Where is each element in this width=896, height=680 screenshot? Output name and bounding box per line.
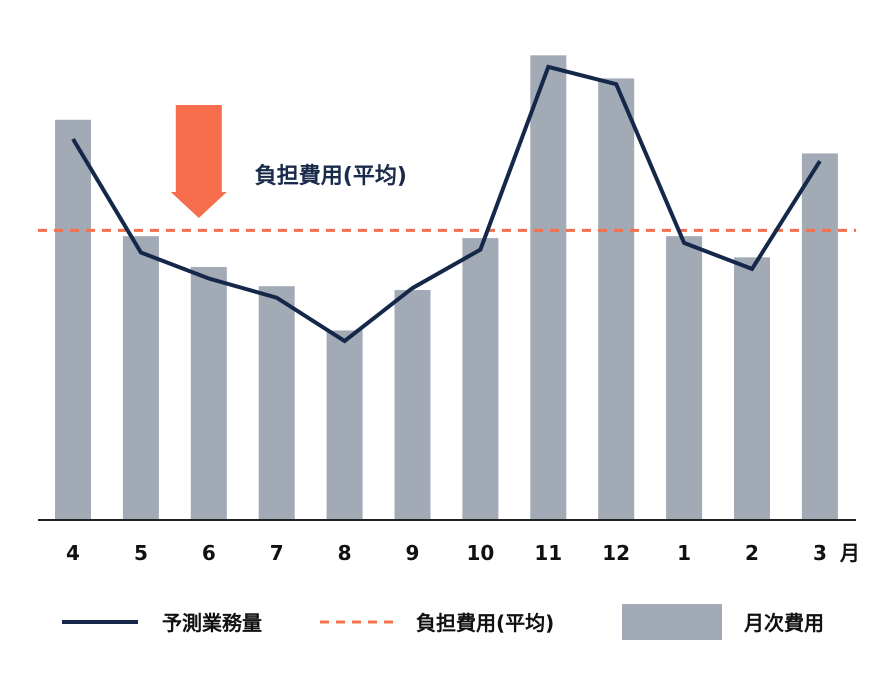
x-tick-label: 5 (134, 541, 148, 565)
down-arrow-icon (170, 105, 227, 218)
x-tick-label: 9 (406, 541, 420, 565)
x-tick-label: 8 (338, 541, 352, 565)
bar-11 (530, 55, 567, 519)
x-tick-label: 11 (534, 541, 562, 565)
bar-7 (258, 286, 295, 519)
x-tick-label: 4 (66, 541, 80, 565)
forecast-line (71, 64, 822, 344)
bar-5 (122, 236, 159, 519)
legend-label-forecast: 予測業務量 (162, 611, 262, 635)
x-tick-labels: 4 5 6 7 8 9 10 11 12 1 2 3 (66, 541, 827, 565)
bar-3 (801, 153, 838, 519)
x-tick-label: 12 (602, 541, 630, 565)
x-tick-label: 3 (813, 541, 827, 565)
bar-2 (734, 257, 770, 519)
bar-9 (394, 290, 431, 519)
legend-box-swatch (622, 604, 722, 640)
x-tick-label: 2 (745, 541, 759, 565)
x-tick-label: 6 (202, 541, 216, 565)
bars-group (55, 55, 838, 520)
bar-4 (55, 119, 91, 520)
legend-label-monthly: 月次費用 (743, 611, 824, 635)
legend-label-average: 負担費用(平均) (416, 611, 554, 635)
bar-1 (666, 236, 703, 519)
x-tick-label: 10 (466, 541, 494, 565)
x-unit-label: 月 (839, 541, 860, 565)
legend: 予測業務量 負担費用(平均) 月次費用 (62, 604, 824, 640)
average-annotation: 負担費用(平均) (255, 163, 407, 189)
x-tick-label: 7 (270, 541, 284, 565)
bar-10 (462, 238, 499, 519)
x-tick-label: 1 (677, 541, 691, 565)
bar-12 (598, 78, 635, 520)
bar-6 (190, 266, 227, 519)
bar-8 (326, 330, 363, 519)
